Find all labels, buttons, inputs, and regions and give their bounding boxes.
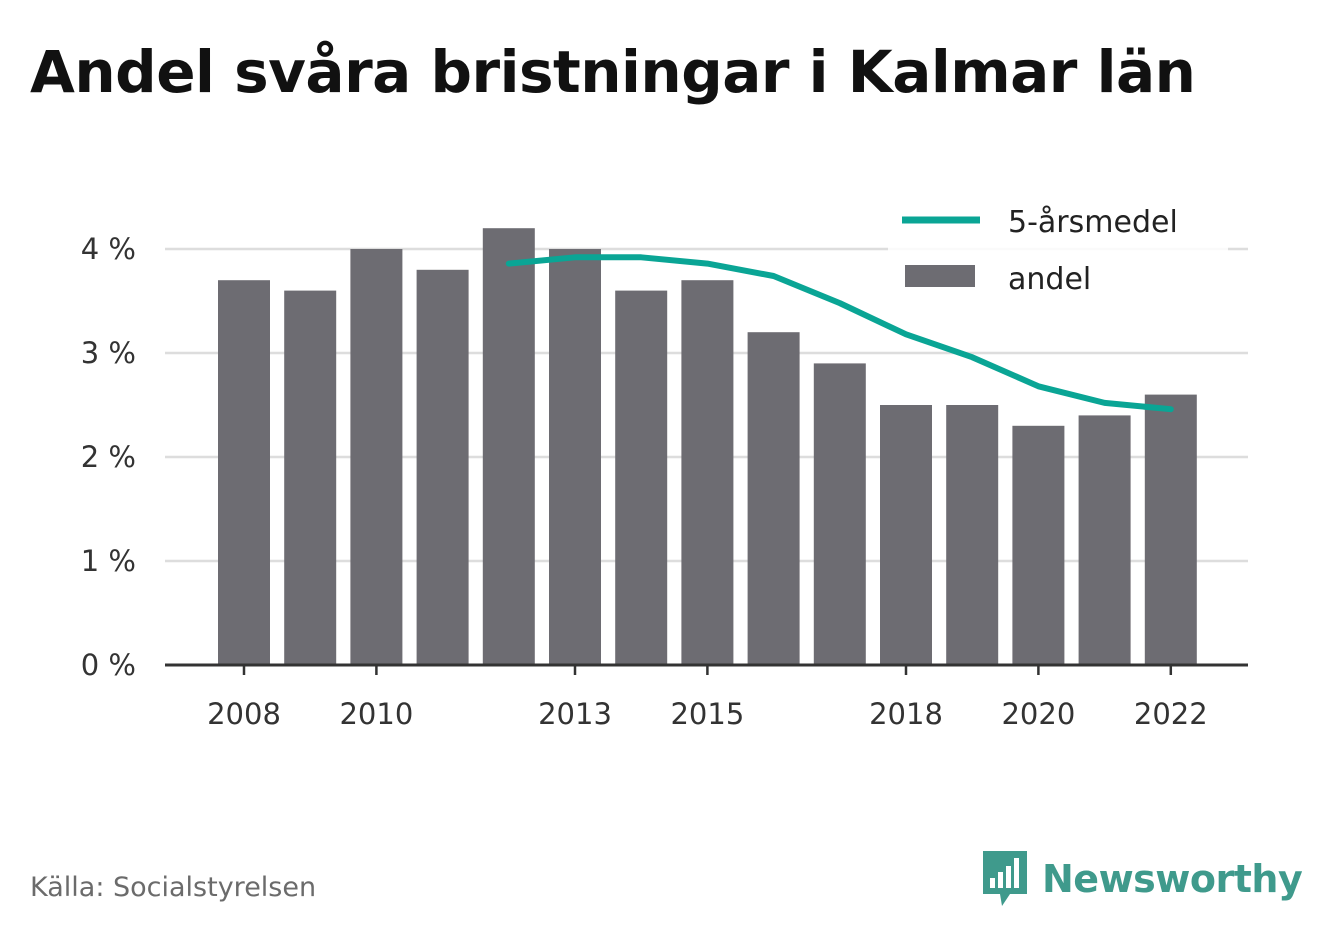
y-tick-label: 0 %	[81, 648, 136, 682]
bar	[1012, 425, 1065, 665]
bar	[880, 405, 932, 665]
x-tick-label: 2015	[670, 697, 744, 731]
bar	[1144, 394, 1197, 665]
bar	[482, 228, 535, 665]
chart-title: Andel svåra bristningar i Kalmar län	[30, 38, 1196, 106]
x-tick-label: 2020	[1001, 697, 1075, 731]
x-tick-label: 2013	[538, 697, 612, 731]
trend-line	[505, 254, 1174, 413]
legend-swatch-bar	[905, 265, 975, 287]
y-tick-label: 2 %	[81, 440, 136, 474]
y-tick-label: 4 %	[81, 232, 136, 266]
legend-label-andel: andel	[1008, 262, 1091, 297]
bar	[946, 405, 999, 665]
bar	[416, 269, 469, 665]
line-series	[505, 254, 1174, 413]
y-axis: 0 % 1 % 2 % 3 % 4 %	[81, 232, 136, 682]
x-tick-label: 2022	[1134, 697, 1208, 731]
x-tick-label: 2010	[339, 697, 413, 731]
bar	[681, 280, 734, 665]
y-tick-label: 3 %	[81, 336, 136, 370]
legend-background	[888, 196, 1228, 308]
bar	[1078, 415, 1131, 665]
bar	[218, 280, 270, 665]
bar	[350, 249, 403, 665]
legend-label-5-arsmedel: 5-årsmedel	[1008, 205, 1178, 240]
brand-logo: Newsworthy	[980, 848, 1303, 910]
x-tick-label: 2018	[869, 697, 943, 731]
y-tick-label: 1 %	[81, 544, 136, 578]
x-axis: 2008 2010 2013 2015 2018 2020 2022	[165, 663, 1248, 731]
legend: 5-årsmedel andel	[888, 196, 1228, 308]
bar	[615, 290, 668, 665]
bar	[747, 332, 800, 665]
bar	[284, 290, 337, 665]
source-note: Källa: Socialstyrelsen	[30, 872, 317, 903]
brand-name: Newsworthy	[1042, 857, 1303, 901]
bar	[813, 363, 866, 665]
bar-chart-speech-bubble-icon	[983, 851, 1027, 906]
x-tick-label: 2008	[207, 697, 281, 731]
bar-series	[218, 228, 1197, 665]
bar	[549, 249, 601, 665]
